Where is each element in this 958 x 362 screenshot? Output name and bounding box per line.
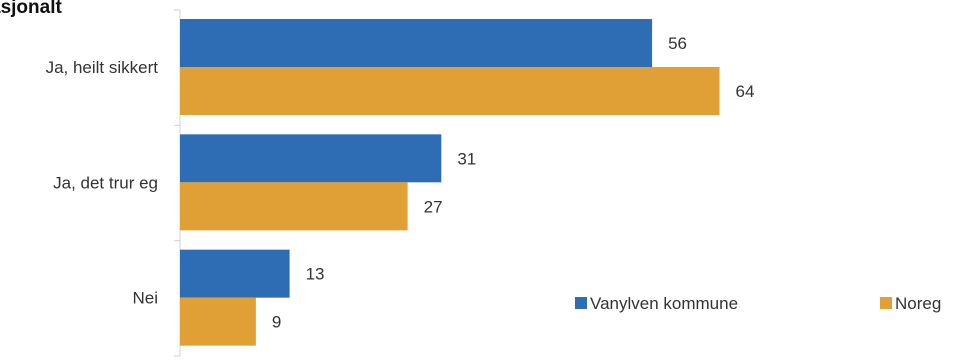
legend: Vanylven kommune Noreg — [575, 294, 941, 313]
category-label-ja-det-trur-eg: Ja, det trur eg — [53, 173, 158, 192]
bar-vanylven-kommune-ja-heilt-sikkert — [180, 19, 653, 67]
data-label-noreg-ja-det-trur-eg: 27 — [424, 197, 443, 216]
axis-layer — [174, 9, 181, 357]
data-label-vanylven-kommune-nei: 13 — [306, 265, 325, 284]
data-label-vanylven-kommune-ja-heilt-sikkert: 56 — [668, 34, 687, 53]
data-label-noreg-nei: 9 — [272, 313, 281, 332]
legend-label-noreg: Noreg — [895, 294, 941, 313]
bar-noreg-ja-det-trur-eg — [180, 182, 408, 231]
legend-swatch-vanylven-kommune — [575, 297, 587, 309]
bars-layer — [180, 19, 720, 346]
bar-noreg-ja-heilt-sikkert — [180, 67, 720, 115]
data-label-noreg-ja-heilt-sikkert: 64 — [736, 82, 755, 101]
bar-vanylven-kommune-nei — [180, 249, 290, 298]
labels-layer: Ja, heilt sikkert 56 64 Ja, det trur eg 31 27… — [46, 34, 755, 332]
legend-swatch-noreg — [880, 297, 892, 309]
chart-title: asjonalt — [0, 0, 62, 18]
bar-noreg-nei — [180, 297, 256, 346]
legend-label-vanylven-kommune: Vanylven kommune — [590, 294, 738, 313]
data-label-vanylven-kommune-ja-det-trur-eg: 31 — [457, 149, 476, 168]
bar-vanylven-kommune-ja-det-trur-eg — [180, 134, 442, 183]
category-label-ja-heilt-sikkert: Ja, heilt sikkert — [46, 58, 159, 77]
category-label-nei: Nei — [132, 289, 158, 308]
